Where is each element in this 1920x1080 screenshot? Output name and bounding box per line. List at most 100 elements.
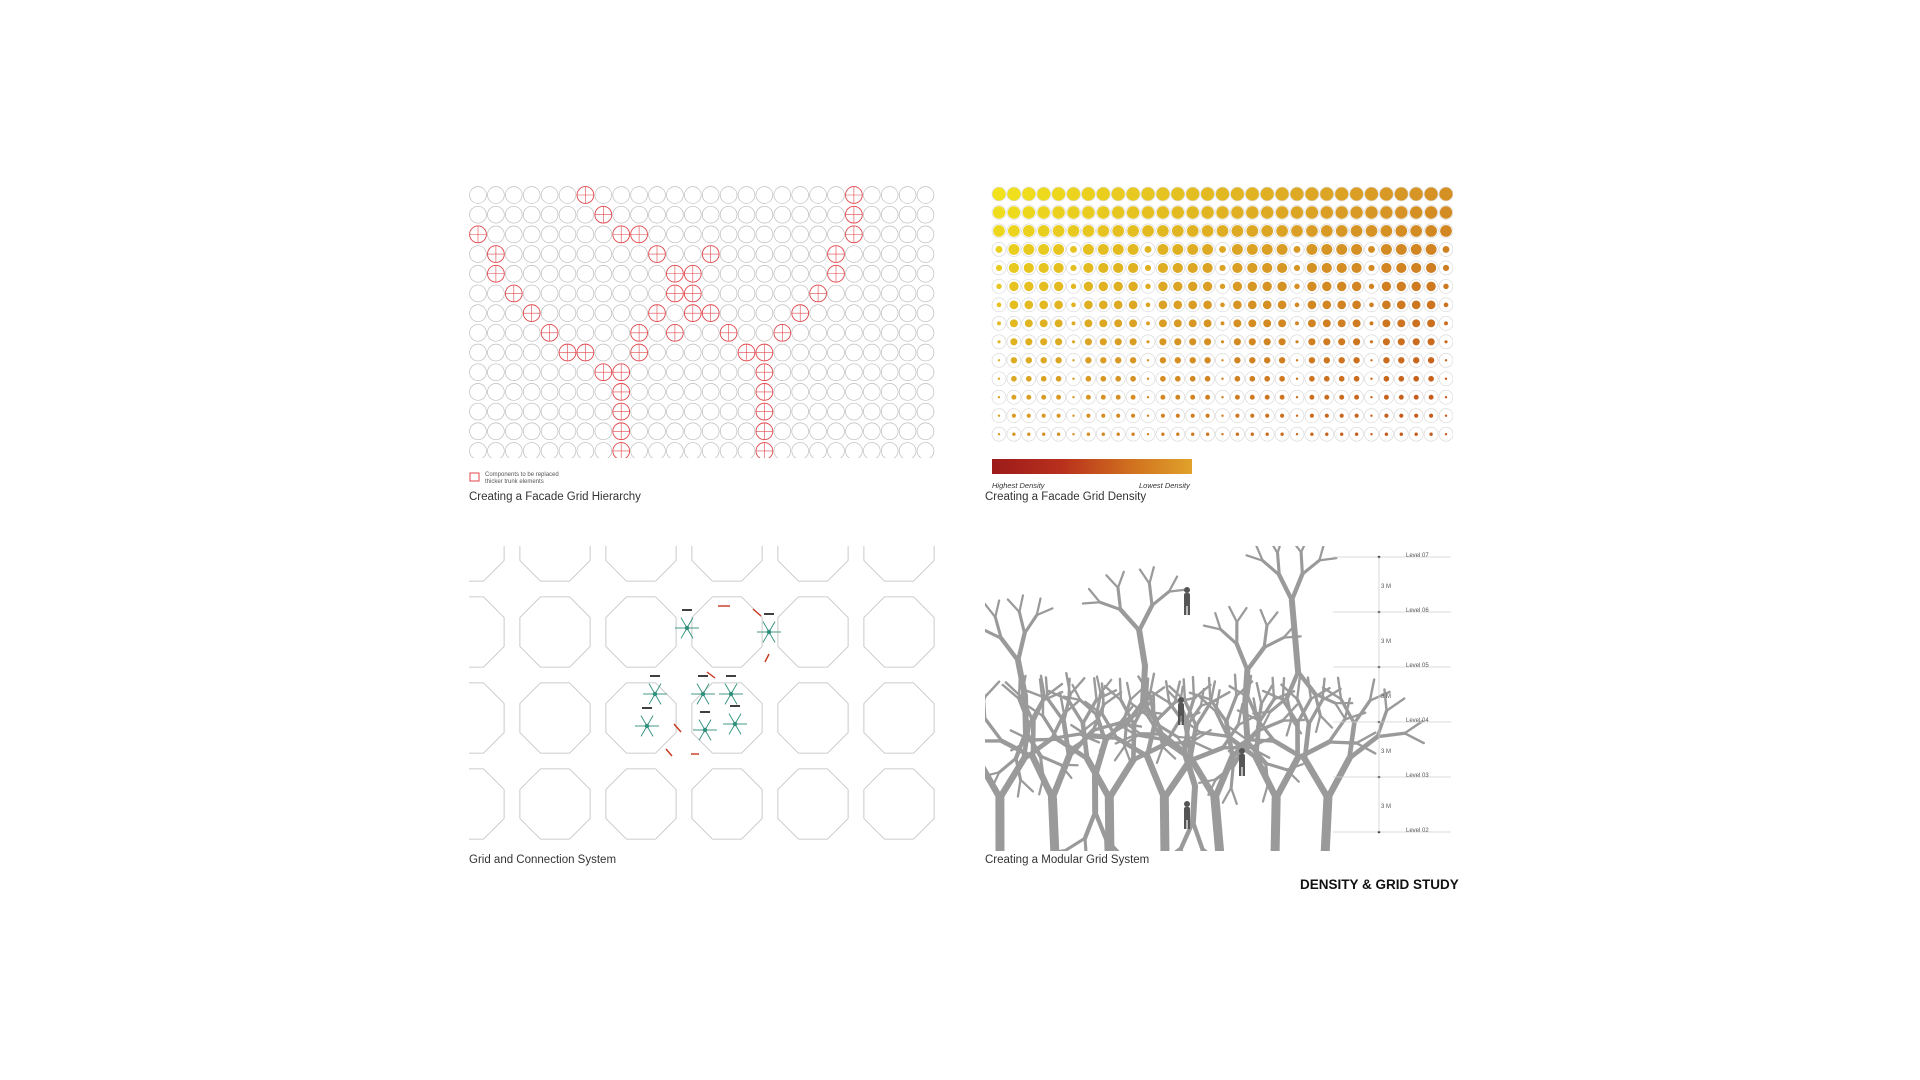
hierarchy-node [594, 383, 613, 401]
density-node [1274, 371, 1290, 387]
dimension-label-1: 3 M [1381, 639, 1392, 645]
density-node [1200, 260, 1215, 276]
density-node [1319, 279, 1335, 294]
density-node [1349, 371, 1364, 387]
hierarchy-node [827, 442, 845, 458]
density-node [1215, 371, 1230, 387]
hierarchy-node [809, 245, 827, 263]
density-node [1304, 242, 1320, 257]
density-node [1289, 352, 1305, 368]
hierarchy-node [719, 284, 738, 303]
density-node [1304, 371, 1320, 387]
density-node [1215, 223, 1230, 239]
hierarchy-node [791, 245, 809, 263]
hierarchy-node [845, 402, 863, 421]
density-node [1304, 389, 1320, 405]
hierarchy-node [630, 363, 648, 381]
hierarchy-node [558, 422, 577, 441]
density-node [1036, 297, 1052, 313]
hierarchy-node [755, 265, 774, 283]
hierarchy-node [630, 284, 648, 303]
density-node [1244, 242, 1260, 257]
hierarchy-node [737, 402, 756, 421]
density-node [1289, 389, 1305, 405]
hierarchy-node [755, 284, 774, 303]
density-node [1319, 316, 1335, 331]
density-node [1051, 352, 1066, 368]
density-node [1110, 242, 1126, 257]
hierarchy-node [666, 383, 684, 401]
connector-node [635, 707, 659, 737]
hierarchy-node [648, 265, 666, 283]
hierarchy-node [827, 363, 845, 381]
hierarchy-node-replaced [755, 363, 774, 382]
hierarchy-node [701, 225, 720, 244]
hierarchy-node [845, 383, 863, 401]
hierarchy-node-replaced [701, 245, 720, 263]
density-node [1289, 426, 1305, 442]
hierarchy-node [898, 284, 917, 303]
density-node [1066, 297, 1081, 313]
density-node [991, 426, 1007, 442]
grid-octagon [605, 546, 677, 582]
density-node [1081, 334, 1096, 350]
density-node [1021, 352, 1037, 368]
density-node [1244, 352, 1260, 368]
density-node [1408, 408, 1424, 424]
density-node [1304, 334, 1320, 350]
hierarchy-node [916, 245, 935, 263]
hierarchy-node-replaced [630, 343, 648, 362]
hierarchy-node [737, 363, 756, 381]
density-node [1334, 260, 1350, 276]
density-node [1051, 205, 1066, 220]
hierarchy-node [666, 442, 684, 458]
hierarchy-node [469, 442, 487, 458]
density-node [1006, 389, 1022, 405]
hierarchy-node [863, 324, 881, 342]
hierarchy-node [522, 324, 541, 342]
hierarchy-node [666, 245, 684, 263]
hierarchy-node [791, 363, 809, 381]
hierarchy-node-replaced [827, 264, 845, 283]
density-node [1230, 316, 1245, 331]
hierarchy-node [719, 245, 738, 263]
hierarchy-node [558, 324, 577, 342]
hierarchy-node [701, 383, 720, 401]
hierarchy-node [791, 422, 809, 441]
hierarchy-node [630, 422, 648, 441]
hierarchy-node-replaced [755, 402, 774, 421]
density-node [1334, 205, 1350, 220]
density-node [1215, 297, 1230, 313]
density-node [1438, 279, 1453, 294]
hierarchy-node [737, 225, 756, 244]
density-node [1096, 279, 1111, 294]
density-node [1081, 279, 1096, 294]
hierarchy-node [898, 422, 917, 441]
hierarchy-node-replaced [504, 284, 523, 303]
hierarchy-node-replaced [845, 225, 863, 244]
density-node [1244, 186, 1260, 202]
density-node [1423, 186, 1439, 202]
density-node [1066, 242, 1081, 257]
hierarchy-node-replaced [755, 383, 774, 401]
hierarchy-node [863, 402, 881, 421]
hierarchy-node [666, 343, 684, 362]
density-node [1408, 426, 1424, 442]
density-node [1021, 389, 1037, 405]
density-node [1021, 260, 1037, 276]
hierarchy-node [827, 186, 845, 204]
density-node [1066, 426, 1081, 442]
hierarchy-node [540, 186, 559, 204]
density-node [1155, 205, 1171, 220]
grid-octagon [863, 682, 935, 754]
density-node [1096, 389, 1111, 405]
density-node [1006, 316, 1022, 331]
hierarchy-node [576, 225, 595, 244]
density-node [1110, 352, 1126, 368]
density-node [1319, 205, 1335, 220]
density-node [1051, 186, 1066, 202]
density-node [1319, 371, 1335, 387]
hierarchy-node [469, 245, 487, 263]
density-node [1244, 260, 1260, 276]
hierarchy-node [540, 402, 559, 421]
